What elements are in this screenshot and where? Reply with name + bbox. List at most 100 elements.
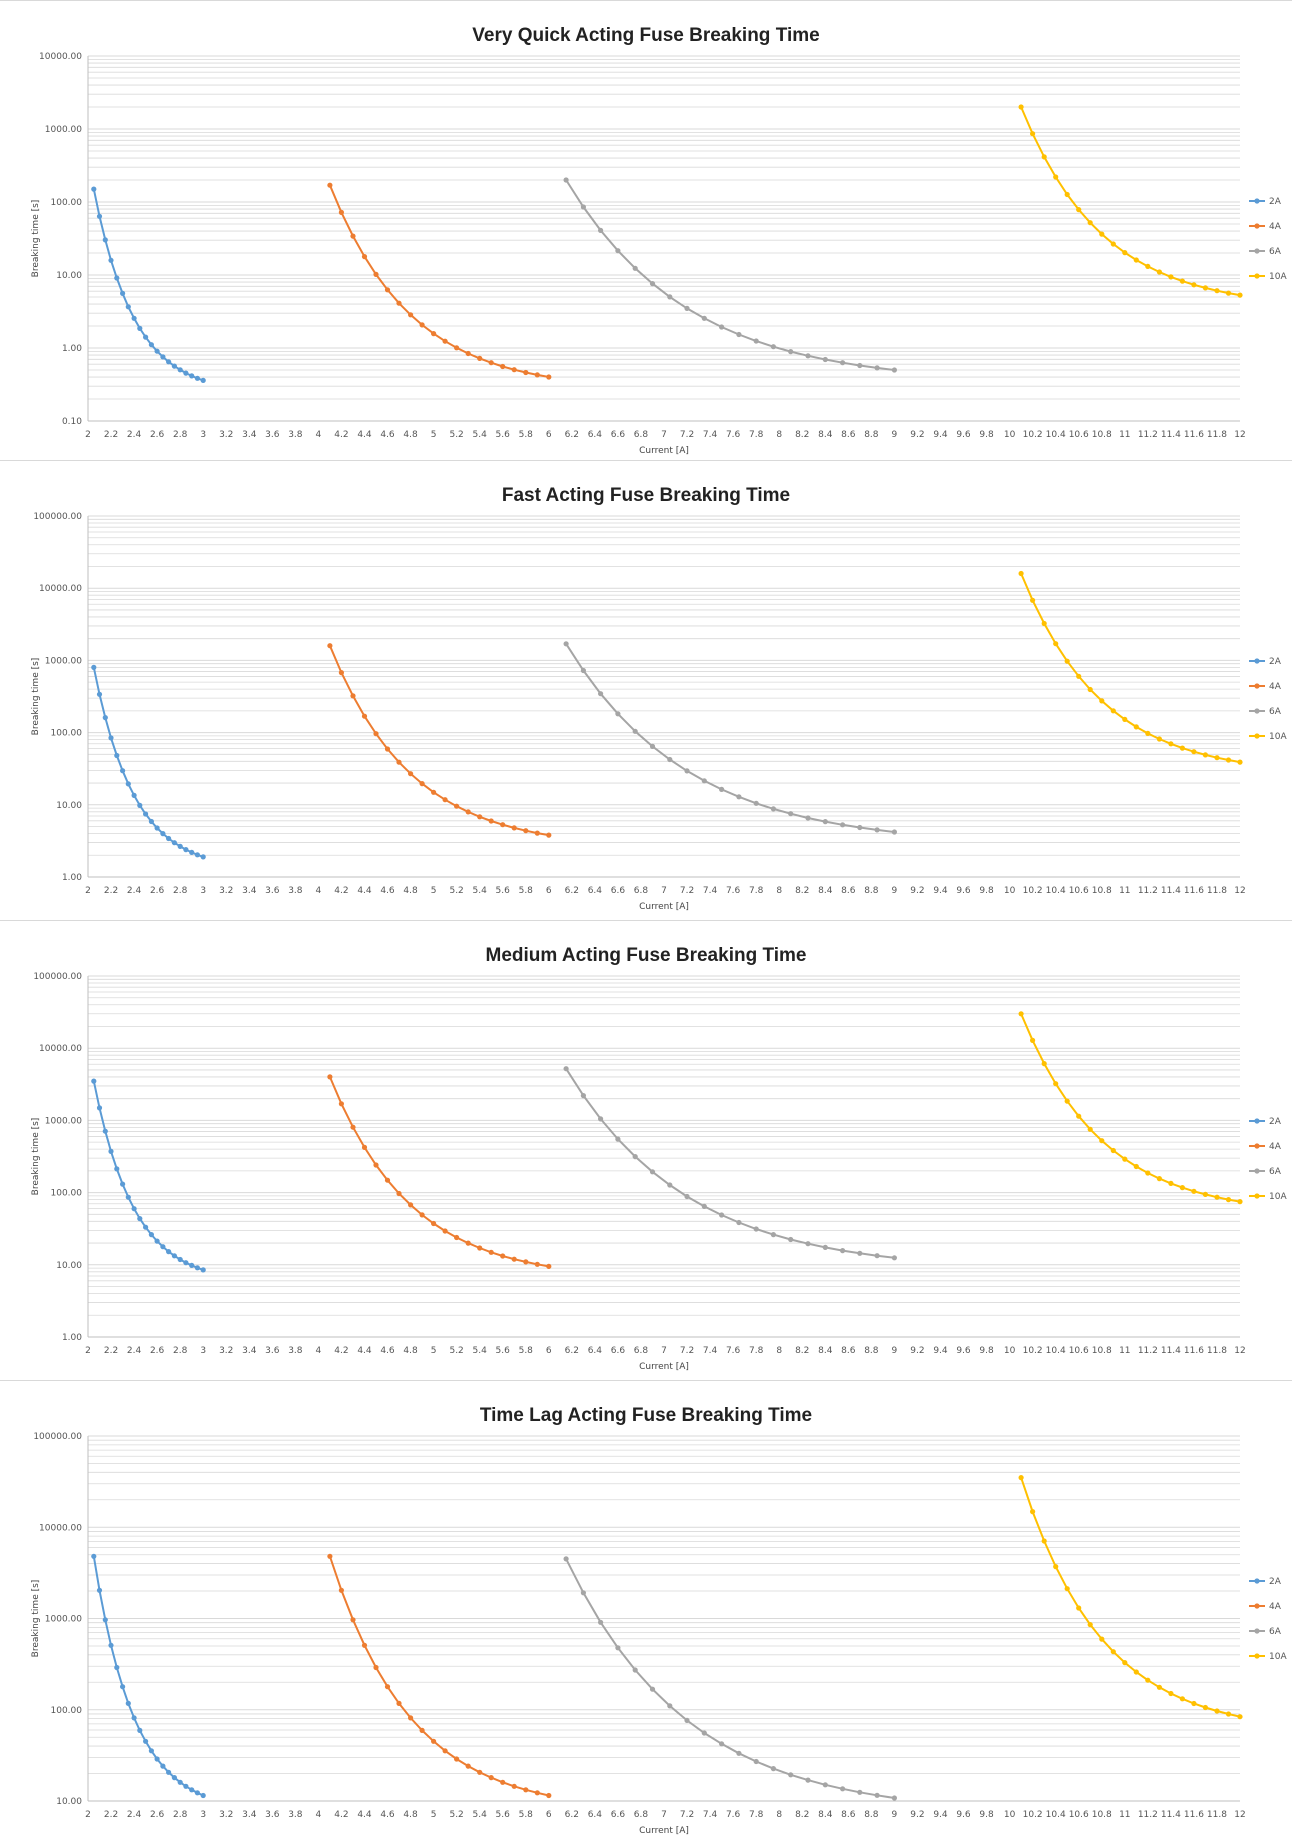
- legend-item-2A: 2A: [1249, 1577, 1282, 1587]
- y-tick-label: 100.00: [51, 1189, 83, 1199]
- legend-label: 2A: [1269, 197, 1282, 207]
- x-tick-label: 11.8: [1207, 886, 1227, 896]
- legend-item-6A: 6A: [1249, 247, 1282, 257]
- data-point: [1179, 745, 1185, 751]
- y-tick-label: 10.00: [56, 271, 82, 281]
- x-tick-label: 7: [661, 430, 667, 440]
- data-point: [137, 1727, 143, 1733]
- data-point: [580, 1590, 587, 1596]
- data-point: [500, 1779, 506, 1785]
- x-tick-label: 11.2: [1138, 1810, 1158, 1820]
- x-tick-label: 6.6: [611, 1346, 626, 1356]
- data-point: [194, 375, 200, 381]
- data-point: [1133, 724, 1139, 730]
- chart-title: Very Quick Acting Fuse Breaking Time: [472, 25, 819, 46]
- data-point: [719, 324, 725, 330]
- data-point: [166, 1769, 172, 1775]
- legend-swatch-marker: [1254, 658, 1260, 664]
- y-tick-label: 1000.00: [45, 1116, 82, 1126]
- data-point: [874, 1792, 880, 1798]
- data-point: [500, 822, 506, 828]
- x-tick-label: 8.8: [864, 1810, 879, 1820]
- data-point: [137, 325, 143, 331]
- x-tick-label: 4.4: [357, 1810, 372, 1820]
- y-tick-label: 1.00: [62, 873, 82, 883]
- data-point: [891, 1795, 898, 1801]
- x-tick-label: 3.4: [242, 430, 257, 440]
- x-tick-label: 5: [431, 1810, 437, 1820]
- data-point: [154, 1238, 160, 1244]
- data-point: [1087, 1622, 1093, 1628]
- series-6A: [563, 177, 898, 373]
- data-point: [1168, 1690, 1174, 1697]
- legend-item-2A: 2A: [1249, 1117, 1282, 1127]
- x-tick-label: 12: [1234, 1346, 1245, 1356]
- data-point: [171, 840, 177, 846]
- data-point: [102, 237, 108, 243]
- x-tick-label: 2.2: [104, 1346, 118, 1356]
- x-tick-label: 2.6: [150, 886, 165, 896]
- x-tick-label: 5.4: [473, 1810, 488, 1820]
- x-tick-label: 11.2: [1138, 1346, 1158, 1356]
- data-point: [840, 1786, 846, 1792]
- series-2A: [91, 1078, 206, 1273]
- data-point: [454, 1756, 460, 1762]
- data-point: [160, 1244, 166, 1250]
- data-point: [563, 1556, 569, 1562]
- data-point: [166, 359, 172, 365]
- x-tick-label: 6.6: [611, 1810, 626, 1820]
- data-point: [753, 338, 759, 344]
- x-tick-label: 10.8: [1092, 886, 1112, 896]
- data-point: [160, 831, 166, 837]
- data-point: [396, 1190, 402, 1197]
- legend-item-6A: 6A: [1249, 1167, 1282, 1177]
- data-point: [488, 360, 494, 366]
- data-point: [822, 819, 828, 825]
- x-tick-label: 6.8: [634, 886, 649, 896]
- legend-swatch-marker: [1254, 733, 1260, 739]
- x-tick-label: 8: [776, 430, 782, 440]
- data-point: [431, 1738, 437, 1744]
- data-point: [108, 257, 114, 263]
- data-point: [108, 735, 114, 741]
- x-tick-label: 4.4: [357, 886, 372, 896]
- x-axis-title: Current [A]: [639, 446, 689, 456]
- data-point: [1202, 752, 1208, 758]
- x-tick-label: 6: [546, 1810, 552, 1820]
- x-tick-label: 10.6: [1069, 1810, 1089, 1820]
- x-axis-title: Current [A]: [639, 1826, 689, 1836]
- series-line: [92, 1080, 204, 1271]
- chart-panel-medium: Medium Acting Fuse Breaking Time 1.00 10.0…: [0, 920, 1292, 1381]
- legend-swatch-marker: [1254, 1143, 1260, 1149]
- data-point: [1145, 1170, 1151, 1176]
- y-tick-label: 10.00: [56, 801, 82, 811]
- data-point: [1064, 1586, 1070, 1592]
- x-tick-label: 7: [661, 1810, 667, 1820]
- data-point: [891, 367, 898, 373]
- data-point: [373, 731, 379, 737]
- data-point: [1145, 1677, 1151, 1683]
- x-tick-label: 4.2: [334, 430, 348, 440]
- data-point: [649, 743, 656, 749]
- data-point: [667, 294, 673, 300]
- data-point: [511, 1256, 517, 1262]
- data-point: [96, 1105, 103, 1111]
- x-tick-label: 4.6: [380, 1810, 395, 1820]
- data-point: [194, 852, 200, 858]
- x-tick-label: 8.8: [864, 1346, 879, 1356]
- x-tick-label: 10.4: [1046, 1346, 1066, 1356]
- series-2A: [91, 186, 206, 383]
- data-point: [177, 367, 183, 373]
- series-line: [565, 1558, 895, 1799]
- data-point: [143, 811, 149, 817]
- y-tick-label: 100000.00: [33, 512, 82, 522]
- data-point: [546, 374, 552, 380]
- x-tick-label: 11.4: [1161, 1810, 1181, 1820]
- data-point: [632, 728, 638, 734]
- data-point: [125, 304, 131, 310]
- data-point: [200, 377, 206, 383]
- data-point: [701, 1730, 707, 1736]
- data-point: [488, 1775, 494, 1781]
- series-10A: [1018, 104, 1243, 298]
- data-point: [1202, 1191, 1208, 1197]
